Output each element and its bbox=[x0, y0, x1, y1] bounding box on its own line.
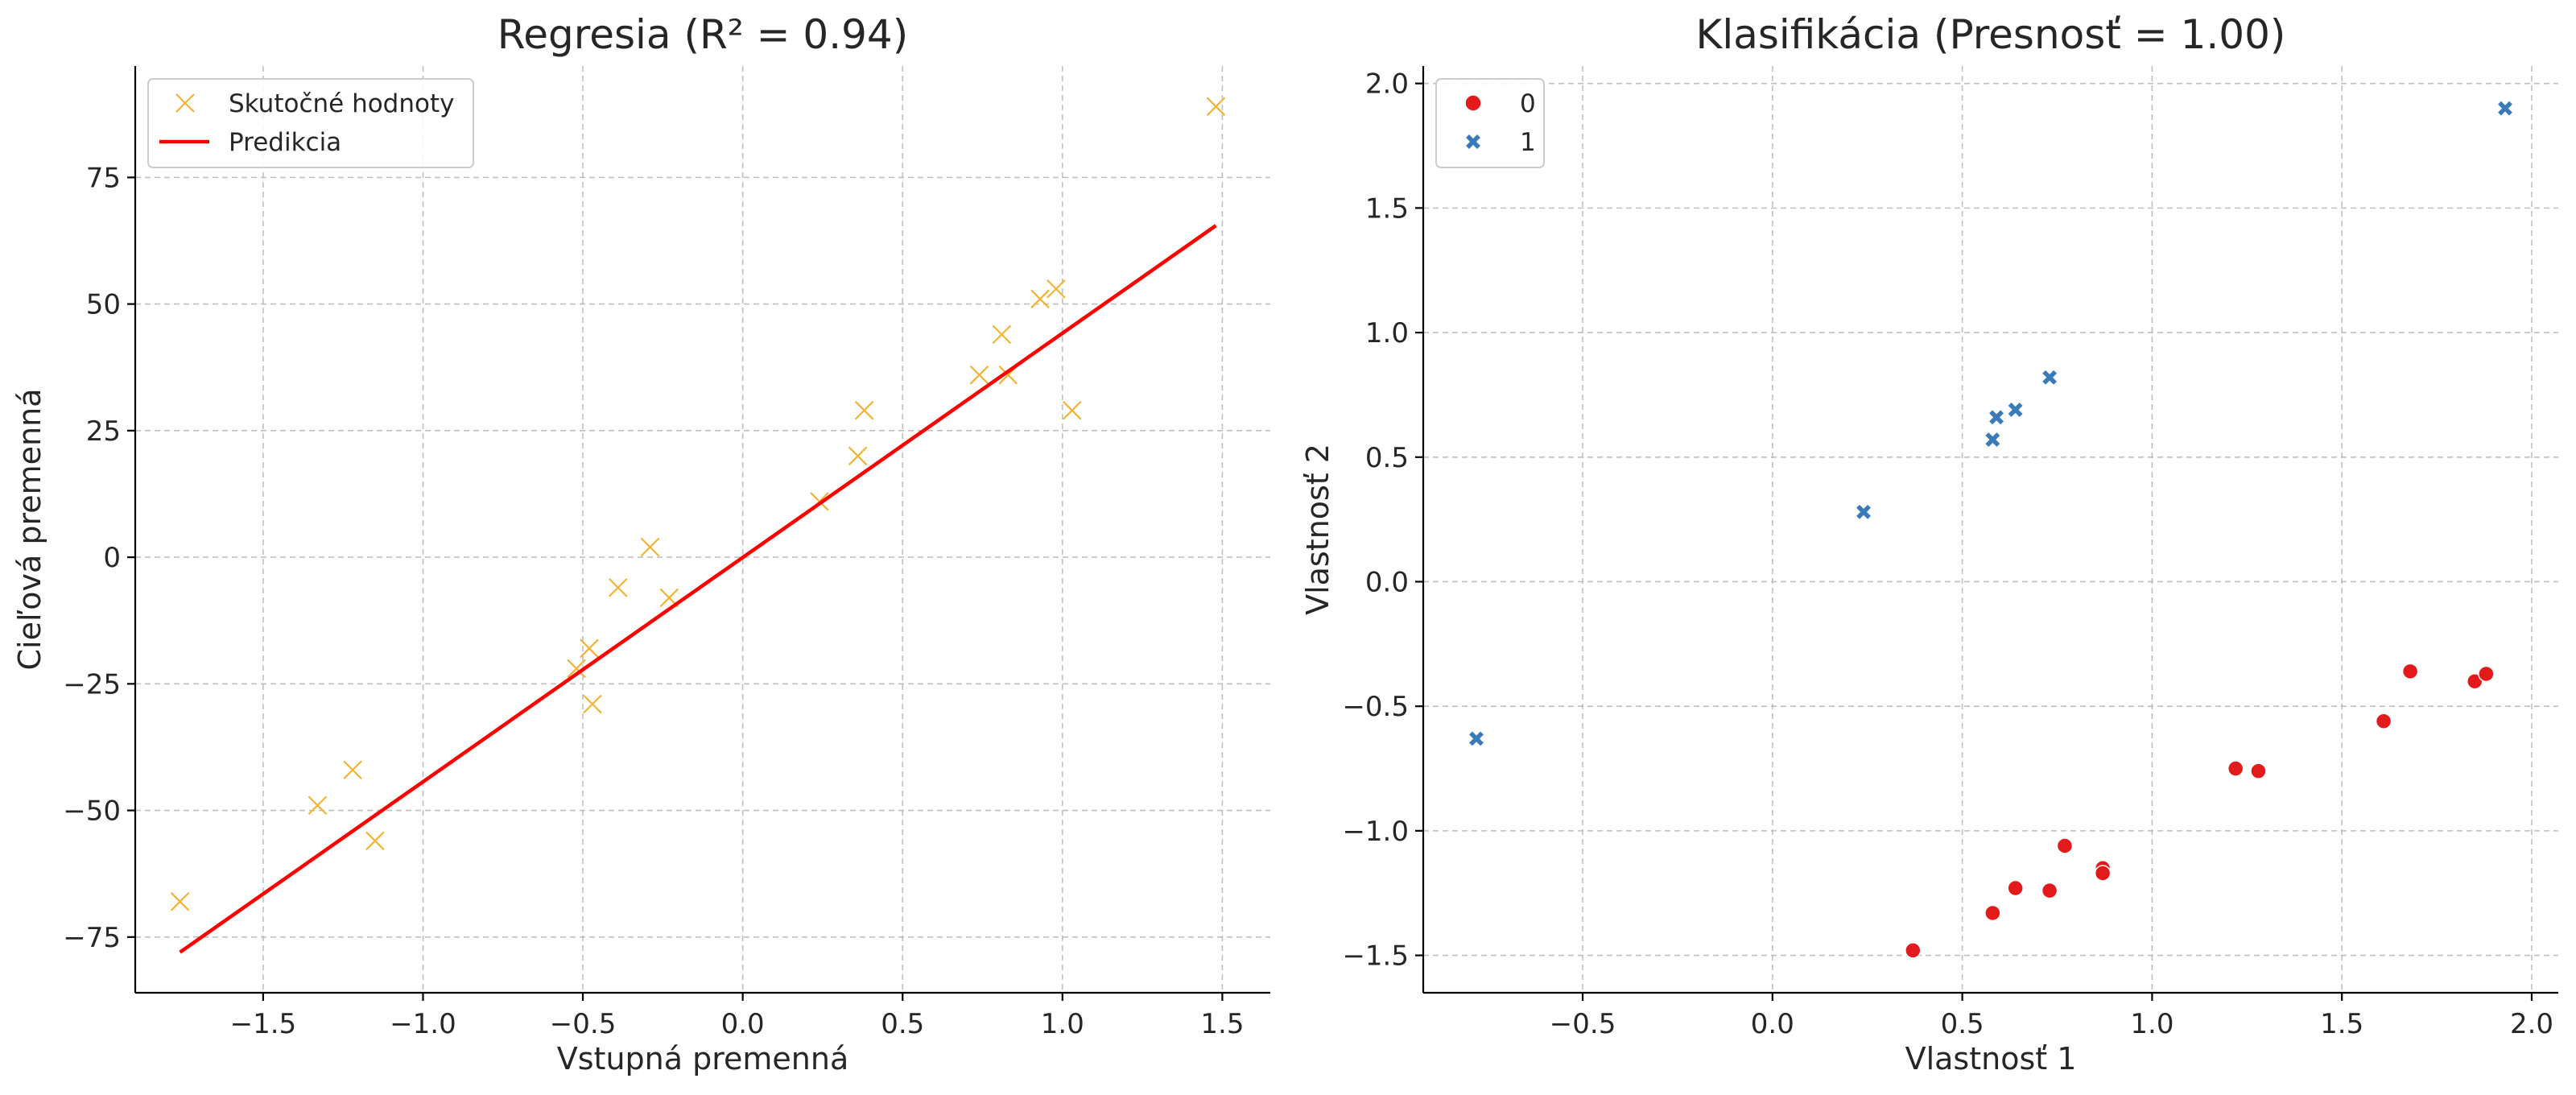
x-tick-label: 0.5 bbox=[1941, 1008, 1984, 1040]
x-tick-label: 0.0 bbox=[1751, 1008, 1794, 1040]
classification-ticks: −0.5 0.0 0.5 1.0 1.5 2.0 −1.5 −1.0 −0.5 0.0 0.5 1.0… bbox=[1342, 68, 2553, 1040]
data-point-class-1 bbox=[2042, 370, 2058, 385]
y-tick-label: 50 bbox=[86, 289, 121, 321]
regression-panel: −1.5 −1.0 −0.5 0.0 0.5 1.0 1.5 −75 −50 −25 0 25 50 75… bbox=[12, 11, 1270, 1076]
x-tick-label: −1.0 bbox=[390, 1008, 456, 1040]
regression-y-axis-label: Cieľová premenná bbox=[12, 389, 47, 671]
x-tick-label: 1.5 bbox=[2320, 1008, 2363, 1040]
legend-label-prediction: Predikcia bbox=[229, 128, 341, 157]
y-tick-label: −1.0 bbox=[1342, 816, 1409, 848]
data-point-actual bbox=[580, 638, 599, 659]
classification-gridlines bbox=[1423, 66, 2558, 993]
classification-title: Klasifikácia (Presnosť = 1.00) bbox=[1696, 11, 2286, 58]
regression-series bbox=[170, 97, 1226, 954]
data-point-class-0 bbox=[2094, 865, 2112, 882]
y-tick-label: −75 bbox=[63, 922, 121, 954]
y-tick-label: 0.5 bbox=[1365, 442, 1409, 474]
y-tick-label: −25 bbox=[63, 668, 121, 700]
regression-legend: Skutočné hodnoty Predikcia bbox=[147, 78, 474, 168]
classification-panel: −0.5 0.0 0.5 1.0 1.5 2.0 −1.5 −1.0 −0.5 0.0 0.5 1.0… bbox=[1300, 11, 2558, 1076]
regression-axes bbox=[134, 66, 1270, 994]
data-point-actual bbox=[567, 659, 586, 679]
data-point-class-1 bbox=[1469, 731, 1484, 746]
regression-title: Regresia (R² = 0.94) bbox=[497, 11, 909, 58]
legend-label-actual: Skutočné hodnoty bbox=[229, 89, 454, 118]
y-tick-label: 1.0 bbox=[1365, 317, 1409, 349]
y-tick-label: 2.0 bbox=[1365, 68, 1409, 101]
legend-label-class-0: 0 bbox=[1520, 89, 1536, 118]
y-tick-label: 0 bbox=[103, 542, 121, 574]
classification-series bbox=[1469, 101, 2512, 959]
y-tick-label: 75 bbox=[86, 162, 121, 194]
data-point-class-0 bbox=[2478, 665, 2495, 683]
legend-circle-marker-icon bbox=[1464, 94, 1482, 112]
regression-gridlines bbox=[135, 66, 1270, 993]
classification-y-axis-label: Vlastnosť 2 bbox=[1300, 444, 1335, 615]
data-point-class-0 bbox=[2227, 760, 2244, 777]
x-tick-label: −0.5 bbox=[1550, 1008, 1616, 1040]
regression-ticks: −1.5 −1.0 −0.5 0.0 0.5 1.0 1.5 −75 −50 −25 0 25 50 75 bbox=[63, 162, 1244, 1040]
y-tick-label: −50 bbox=[63, 795, 121, 828]
data-point-class-0 bbox=[2401, 663, 2419, 680]
x-tick-label: 1.5 bbox=[1200, 1008, 1244, 1040]
x-tick-label: −0.5 bbox=[550, 1008, 617, 1040]
data-point-actual bbox=[1046, 279, 1066, 299]
y-tick-label: −0.5 bbox=[1342, 691, 1409, 723]
data-point-actual bbox=[848, 446, 868, 466]
data-point-class-1 bbox=[1985, 432, 2000, 448]
regression-legend-box bbox=[147, 78, 474, 168]
data-point-actual bbox=[992, 324, 1012, 345]
x-tick-label: 0.5 bbox=[881, 1008, 924, 1040]
data-point-class-1 bbox=[1989, 410, 2004, 425]
x-tick-label: 0.0 bbox=[721, 1008, 765, 1040]
data-point-actual bbox=[640, 537, 660, 557]
data-point-actual bbox=[854, 400, 874, 420]
data-point-class-1 bbox=[2498, 101, 2512, 116]
data-point-actual bbox=[969, 365, 989, 385]
data-point-class-0 bbox=[2007, 879, 2024, 897]
data-point-class-1 bbox=[2008, 403, 2023, 417]
data-point-class-0 bbox=[1984, 904, 2001, 922]
classification-legend: 0 1 bbox=[1435, 78, 1545, 168]
data-point-class-0 bbox=[2041, 882, 2058, 899]
data-point-class-0 bbox=[2467, 672, 2483, 690]
data-point-class-0 bbox=[2056, 837, 2074, 854]
prediction-line bbox=[179, 224, 1217, 954]
y-tick-label: 0.0 bbox=[1365, 566, 1409, 598]
data-point-actual bbox=[1206, 97, 1226, 117]
data-point-class-0 bbox=[2375, 713, 2392, 729]
x-tick-label: 2.0 bbox=[2510, 1008, 2553, 1040]
data-point-actual bbox=[343, 760, 362, 780]
data-point-class-0 bbox=[1905, 942, 1922, 959]
y-tick-label: −1.5 bbox=[1342, 940, 1409, 973]
data-point-actual bbox=[1030, 289, 1050, 309]
y-tick-label: 1.5 bbox=[1365, 192, 1409, 225]
data-point-class-0 bbox=[2250, 762, 2267, 779]
x-tick-label: −1.5 bbox=[230, 1008, 297, 1040]
data-point-class-1 bbox=[1856, 504, 1871, 519]
data-point-actual bbox=[1062, 400, 1082, 420]
x-tick-label: 1.0 bbox=[1041, 1008, 1084, 1040]
data-point-actual bbox=[608, 578, 628, 597]
y-tick-label: 25 bbox=[86, 415, 121, 448]
data-point-actual bbox=[170, 892, 190, 911]
classification-x-axis-label: Vlastnosť 1 bbox=[1905, 1041, 2077, 1076]
legend-label-class-1: 1 bbox=[1520, 128, 1536, 157]
classification-axes bbox=[1422, 66, 2558, 994]
data-point-actual bbox=[365, 831, 385, 851]
x-tick-label: 1.0 bbox=[2130, 1008, 2174, 1040]
data-point-actual bbox=[583, 694, 602, 714]
regression-x-axis-label: Vstupná premenná bbox=[557, 1041, 848, 1076]
classification-legend-box bbox=[1435, 78, 1545, 168]
data-point-actual bbox=[308, 795, 328, 816]
legend-cross-marker-icon bbox=[1466, 134, 1480, 149]
legend-x-marker-icon bbox=[175, 93, 195, 113]
